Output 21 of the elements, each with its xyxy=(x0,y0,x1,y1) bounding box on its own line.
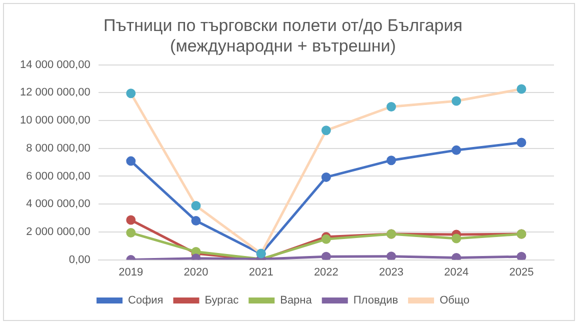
legend-label: Бургас xyxy=(204,294,240,307)
x-tick-label: 2022 xyxy=(314,266,338,278)
y-tick-label: 14 000 000,00 xyxy=(20,58,90,71)
x-tick-label: 2023 xyxy=(379,266,404,278)
legend-label: Варна xyxy=(280,294,313,307)
y-tick-label: 10 000 000,00 xyxy=(20,114,90,127)
y-tick-label: 4 000 000,00 xyxy=(26,198,90,210)
x-tick-label: 2021 xyxy=(248,266,274,278)
y-tick-label: 12 000 000,00 xyxy=(20,86,90,99)
x-tick-label: 2025 xyxy=(509,266,534,278)
y-tick-label: 6 000 000,00 xyxy=(26,170,90,182)
y-tick-label: 2 000 000,00 xyxy=(26,226,90,238)
legend-label: Общо xyxy=(440,294,470,307)
x-tick-label: 2020 xyxy=(184,266,208,278)
chart-title: Пътници по търговски полети от/до България (международни + вътрешни) xyxy=(104,16,462,56)
x-tick-label: 2024 xyxy=(444,266,469,278)
legend-label: София xyxy=(128,294,164,307)
y-tick-label: 8 000 000,00 xyxy=(26,142,90,154)
legend-label: Пловдив xyxy=(353,294,398,307)
y-tick-label: 0,00 xyxy=(68,254,90,266)
x-tick-label: 2019 xyxy=(118,266,144,278)
